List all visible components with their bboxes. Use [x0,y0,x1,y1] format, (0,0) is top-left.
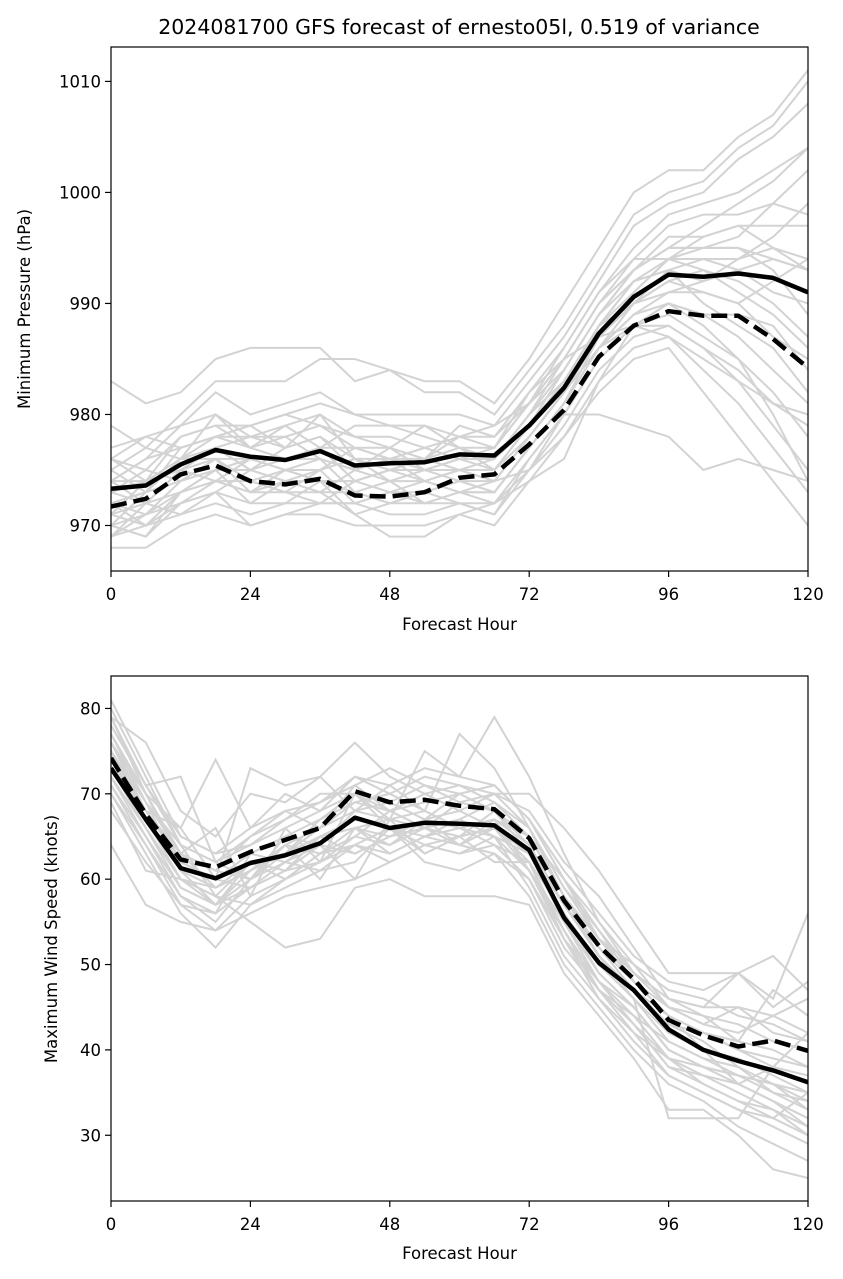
wind-y-tick-label: 80 [80,699,101,718]
pressure-axes-frame [110,46,809,572]
wind-ensemble-member-line [111,793,808,1162]
wind-x-ticks: 0 24 48 72 96 120 [106,1201,824,1234]
pressure-ensemble-member-line [111,102,808,449]
pressure-y-tick-label: 980 [70,405,102,424]
pressure-dashed-line [111,308,808,509]
pressure-y-tick-label: 1000 [59,183,101,202]
pressure-ensemble-member-line [111,147,808,472]
wind-ensemble-member-line [111,742,808,1051]
pressure-solid-line [111,271,808,492]
pressure-x-tick-label: 24 [240,585,261,604]
wind-ensemble-member-line [111,843,808,1120]
pressure-x-tick-label: 120 [792,585,824,604]
wind-ensemble-member-line [111,724,808,1043]
wind-ensemble-member-line [111,776,808,1103]
pressure-main-lines [111,271,808,509]
wind-x-tick-label: 96 [658,1215,679,1234]
wind-ensemble-member-line [111,715,808,1043]
pressure-ensemble-member-line [111,257,808,494]
wind-main-lines [111,756,808,1085]
pressure-ensemble-member-line [111,169,808,494]
pressure-ensemble-member-line [111,80,808,450]
wind-ensemble-member-line [111,716,808,1034]
wind-ensemble-member-line [111,767,808,1120]
wind-ensemble-member-line [111,742,808,1094]
wind-ensemble-member-line [111,810,808,1120]
pressure-y-ticks: 970 980 990 1000 1010 [59,72,111,535]
pressure-x-tick-label: 0 [106,585,117,604]
pressure-y-tick-label: 990 [70,294,102,313]
pressure-ensemble-member-line [111,224,808,516]
wind-ensemble-member-line [111,724,808,1009]
wind-x-tick-label: 120 [792,1215,824,1234]
wind-ensemble-member-line [111,784,808,1128]
chart-title: 2024081700 GFS forecast of ernesto05l, 0… [158,15,760,39]
wind-ensemble-member-line [111,767,808,1120]
wind-y-tick-label: 70 [80,785,101,804]
wind-x-axis-label: Forecast Hour [402,1244,517,1263]
pressure-x-tick-label: 48 [379,585,400,604]
pressure-ensemble-member-line [111,258,808,483]
wind-y-ticks: 30 40 50 60 70 80 [80,699,111,1145]
pressure-y-tick-label: 970 [70,516,102,535]
pressure-y-tick-label: 1010 [59,72,101,91]
wind-x-tick-label: 0 [106,1215,117,1234]
wind-ensemble-member-line [111,733,808,1086]
pressure-ensemble-member-line [111,147,808,472]
pressure-ensemble-member-line [111,69,808,405]
wind-ensemble-member-line [111,784,808,1145]
pressure-x-tick-label: 96 [658,585,679,604]
wind-y-tick-label: 50 [80,956,101,975]
pressure-ensemble-member-line [111,313,808,527]
wind-x-tick-label: 72 [519,1215,540,1234]
wind-dashed-line [111,756,808,1053]
wind-ensemble-member-line [111,750,808,1068]
pressure-ensemble-member-line [111,302,808,538]
wind-y-tick-label: 60 [80,870,101,889]
pressure-x-axis-label: Forecast Hour [402,615,517,634]
pressure-ensemble-member-line [111,246,808,505]
pressure-ensemble-member-line [111,302,808,538]
wind-ensemble-member-line [111,733,808,1034]
pressure-ensemble-member-line [111,246,808,483]
wind-y-tick-label: 30 [80,1126,101,1145]
wind-y-tick-label: 40 [80,1041,101,1060]
pressure-ensemble-member-line [111,258,808,538]
wind-x-tick-label: 48 [379,1215,400,1234]
pressure-y-axis-label: Minimum Pressure (hPa) [15,209,34,409]
wind-y-axis-label: Maximum Wind Speed (knots) [42,815,61,1063]
wind-ensemble-member-line [111,776,808,1137]
wind-solid-line [111,766,808,1085]
pressure-ensemble-member-line [111,202,808,505]
pressure-ensemble-member-line [111,224,808,482]
pressure-ensemble-member-line [111,324,808,538]
pressure-panel: 0 24 48 72 96 120 970 980 990 1000 1010 Forecast … [15,46,824,634]
wind-axes-frame [110,675,809,1202]
pressure-x-ticks: 0 24 48 72 96 120 [106,571,824,604]
wind-x-tick-label: 24 [240,1215,261,1234]
wind-ensemble-member-line [111,699,808,1001]
pressure-x-tick-label: 72 [519,585,540,604]
wind-ensemble-lines [111,699,808,1179]
